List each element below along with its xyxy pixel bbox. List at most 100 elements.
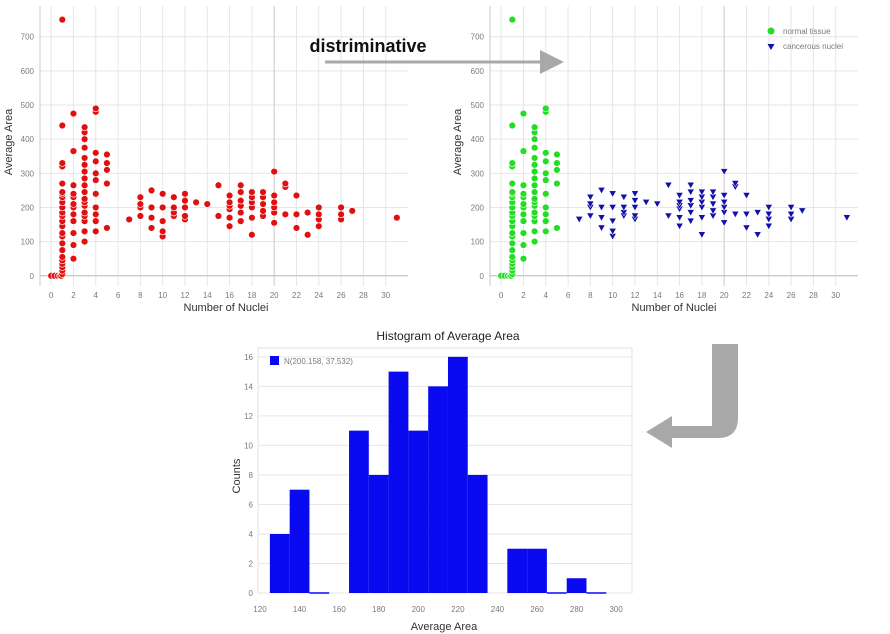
y-tick-label: 4 — [249, 530, 254, 539]
data-point — [92, 176, 100, 184]
x-tick-label: 26 — [337, 291, 346, 300]
data-point — [281, 179, 290, 188]
x-tick-label: 28 — [359, 291, 368, 300]
data-point — [92, 203, 100, 212]
data-point — [170, 203, 178, 212]
histogram-bar — [566, 578, 587, 593]
y-tick-label: 200 — [471, 203, 485, 212]
data-point — [787, 204, 796, 212]
data-point — [731, 180, 740, 188]
y-axis-label-histogram: Counts — [231, 458, 243, 493]
data-point — [542, 217, 550, 225]
data-point — [542, 149, 550, 157]
data-point — [675, 222, 684, 231]
data-point — [709, 200, 718, 208]
x-tick-label: 12 — [631, 291, 640, 300]
data-point — [508, 15, 517, 24]
data-point — [608, 190, 617, 198]
data-point — [69, 241, 78, 249]
data-point — [519, 181, 528, 189]
data-point — [742, 224, 751, 232]
x-tick-label: 12 — [181, 291, 190, 300]
data-point — [92, 210, 100, 218]
data-point — [630, 197, 639, 205]
x-tick-label: 180 — [372, 605, 386, 614]
y-tick-label: 10 — [244, 441, 253, 450]
data-point — [92, 157, 100, 166]
histogram-bar — [368, 474, 389, 593]
data-point — [508, 159, 517, 167]
y-tick-label: 0 — [249, 589, 254, 598]
data-point — [270, 167, 278, 176]
data-point — [664, 182, 673, 190]
x-tick-label: 2 — [71, 291, 76, 300]
data-point — [92, 149, 100, 157]
data-point — [842, 214, 851, 222]
data-point — [69, 217, 78, 225]
legend-marker-normal — [767, 27, 775, 35]
data-point — [237, 208, 245, 217]
data-point — [158, 203, 167, 212]
x-tick-label: 8 — [138, 291, 143, 300]
x-tick-label: 14 — [203, 291, 212, 300]
data-point — [508, 239, 517, 248]
histogram-bar — [349, 430, 369, 593]
y-tick-label: 0 — [480, 272, 485, 281]
data-point — [753, 231, 762, 239]
data-point — [136, 193, 145, 201]
caption-text: distriminative — [309, 36, 426, 56]
x-tick-label: 20 — [720, 291, 729, 300]
histogram-bar — [269, 533, 290, 593]
x-tick-label: 140 — [293, 605, 307, 614]
histogram-bar — [467, 474, 488, 593]
x-tick-label: 200 — [412, 605, 426, 614]
data-point — [742, 211, 751, 219]
x-axis-label-left: Number of Nuclei — [184, 302, 269, 314]
data-point — [103, 224, 111, 232]
x-tick-label: 30 — [831, 291, 840, 300]
data-point — [58, 246, 67, 254]
data-point — [530, 188, 539, 196]
data-point — [80, 123, 89, 131]
data-point — [103, 159, 111, 167]
y-tick-label: 400 — [21, 135, 35, 144]
x-tick-label: 4 — [544, 291, 549, 300]
data-point — [337, 210, 345, 218]
y-tick-label: 600 — [471, 67, 485, 76]
x-tick-label: 6 — [566, 291, 571, 300]
data-point — [237, 217, 245, 225]
series-points — [47, 15, 401, 280]
data-point — [80, 181, 89, 189]
y-tick-label: 500 — [471, 101, 485, 110]
y-tick-label: 8 — [249, 471, 254, 480]
data-point — [80, 167, 89, 176]
data-point — [292, 224, 301, 232]
data-point — [147, 203, 156, 212]
y-tick-label: 300 — [471, 169, 485, 178]
data-point — [530, 227, 539, 236]
data-point — [519, 190, 528, 198]
data-point — [69, 210, 78, 218]
legend-label-cancerous: cancerous nuclei — [783, 42, 843, 51]
data-point — [103, 166, 111, 174]
y-tick-label: 100 — [21, 238, 35, 247]
x-tick-label: 16 — [675, 291, 684, 300]
data-point — [542, 157, 550, 166]
x-tick-label: 28 — [809, 291, 818, 300]
legend-label-normal: normal tissue — [783, 27, 831, 36]
data-point — [597, 214, 606, 222]
data-point — [270, 191, 278, 200]
histogram-bar — [527, 548, 547, 593]
data-point — [608, 228, 617, 236]
data-point — [764, 204, 773, 212]
y-axis-label-right: Average Area — [452, 108, 464, 175]
data-point — [58, 188, 67, 196]
data-point — [214, 212, 223, 220]
y-tick-label: 400 — [471, 135, 485, 144]
data-point — [225, 198, 234, 207]
x-tick-label: 220 — [451, 605, 465, 614]
data-point — [80, 227, 89, 236]
data-point — [181, 203, 189, 212]
data-point — [686, 209, 695, 217]
data-point — [597, 204, 606, 212]
